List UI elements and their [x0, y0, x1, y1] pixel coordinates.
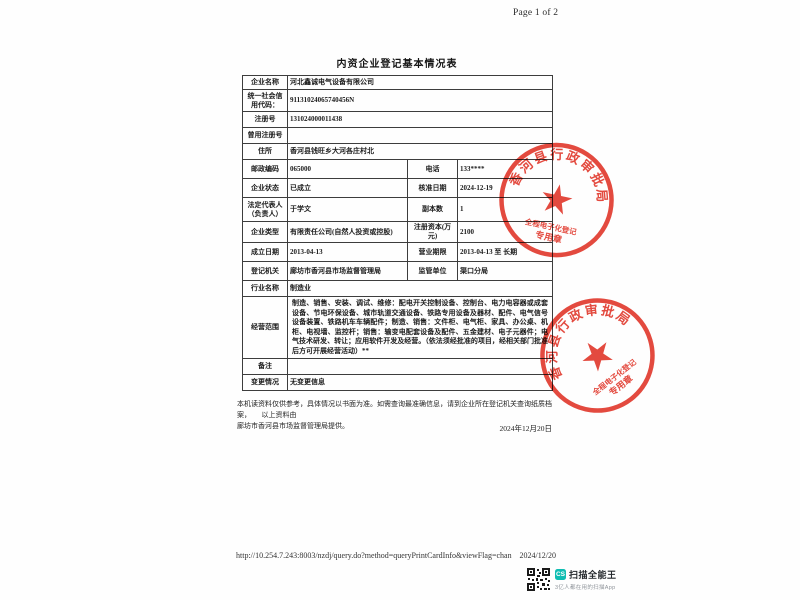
row-label: 核准日期	[407, 178, 458, 198]
row-label: 副本数	[407, 197, 458, 222]
footer-note: 本机读资料仅供参考，具体情况以书面为准。如需查询最准确信息，请到企业所在登记机关…	[237, 400, 552, 430]
company-info-table: 企业名称 河北鑫诚电气设备有限公司 统一社会信用代码： 911310240657…	[242, 75, 554, 391]
row-label: 企业状态	[242, 178, 288, 198]
row-label: 注册号	[242, 111, 288, 128]
row-value: 有限责任公司(自然人投资或控股)	[287, 221, 408, 243]
row-value: 已成立	[287, 178, 408, 198]
row-value	[286, 358, 554, 375]
footer-date: 2024年12月20日	[499, 424, 553, 433]
print-url: http://10.254.7.243:8003/nzdj/query.do?m…	[236, 551, 512, 560]
row-label: 变更情况	[242, 374, 288, 391]
row-value: 于学文	[287, 197, 408, 222]
row-value: 廊坊市香河县市场监督管理局	[287, 261, 408, 281]
camscanner-logo-icon: CS	[555, 569, 566, 580]
table-row: 登记机关 廊坊市香河县市场监督管理局 监管单位 渠口分局	[242, 261, 554, 281]
doc-title: 内资企业登记基本情况表	[336, 59, 458, 70]
table-row: 企业名称 河北鑫诚电气设备有限公司	[242, 75, 554, 90]
star-icon	[582, 342, 613, 372]
row-value: 131024000011438	[286, 111, 554, 128]
row-label: 成立日期	[242, 242, 288, 262]
qr-code-icon	[527, 568, 550, 591]
table-row: 变更情况 无变更信息	[242, 374, 554, 391]
row-value: 制造、销售、安装、调试、维修：配电开关控制设备、控制台、电力电容器或成套设备、节…	[286, 296, 554, 359]
row-value: 2013-04-13	[287, 242, 408, 262]
row-value: 91131024065740456N	[286, 89, 554, 112]
row-label: 经营范围	[242, 296, 288, 359]
row-label: 住所	[242, 143, 288, 160]
star-icon	[542, 184, 573, 215]
table-row: 统一社会信用代码： 91131024065740456N	[242, 89, 554, 112]
row-label: 邮政编码	[242, 159, 288, 179]
table-row: 行业名称 制造业	[242, 280, 554, 297]
table-row: 法定代表人（负责人） 于学文 副本数 1	[242, 197, 554, 222]
print-date: 2024/12/20	[519, 551, 556, 560]
table-row: 经营范围 制造、销售、安装、调试、维修：配电开关控制设备、控制台、电力电容器或成…	[242, 296, 554, 359]
row-label: 注册资本(万元)	[407, 221, 458, 243]
row-label: 企业类型	[242, 221, 288, 243]
table-row: 成立日期 2013-04-13 营业期限 2013-04-13 至 长期	[242, 242, 554, 262]
table-row: 企业类型 有限责任公司(自然人投资或控股) 注册资本(万元) 2100	[242, 221, 554, 243]
table-row: 备注	[242, 358, 554, 375]
row-label: 企业名称	[242, 75, 288, 90]
row-label: 备注	[242, 358, 288, 375]
camscanner-watermark: CS 扫描全能王 3亿人都在用的扫描App	[527, 568, 617, 591]
row-label: 营业期限	[407, 242, 458, 262]
row-label: 电话	[407, 159, 458, 179]
row-value: 制造业	[286, 280, 554, 297]
row-label: 法定代表人（负责人）	[242, 197, 288, 222]
row-value: 无变更信息	[286, 374, 554, 391]
row-label: 登记机关	[242, 261, 288, 281]
row-value: 河北鑫诚电气设备有限公司	[286, 75, 554, 90]
row-value: 065000	[287, 159, 408, 179]
row-label: 行业名称	[242, 280, 288, 297]
row-label: 曾用注册号	[242, 127, 288, 144]
camscanner-tagline: 3亿人都在用的扫描App	[555, 585, 616, 591]
camscanner-title: 扫描全能王	[569, 570, 617, 580]
row-label: 监管单位	[407, 261, 458, 281]
official-seal-stamp: 香河县行政审批局 全程电子化登记 专用章	[482, 127, 630, 279]
table-row: 注册号 131024000011438	[242, 111, 554, 128]
row-label: 统一社会信用代码：	[242, 89, 288, 112]
page-indicator: Page 1 of 2	[513, 8, 559, 18]
print-footer: http://10.254.7.243:8003/nzdj/query.do?m…	[236, 551, 556, 560]
